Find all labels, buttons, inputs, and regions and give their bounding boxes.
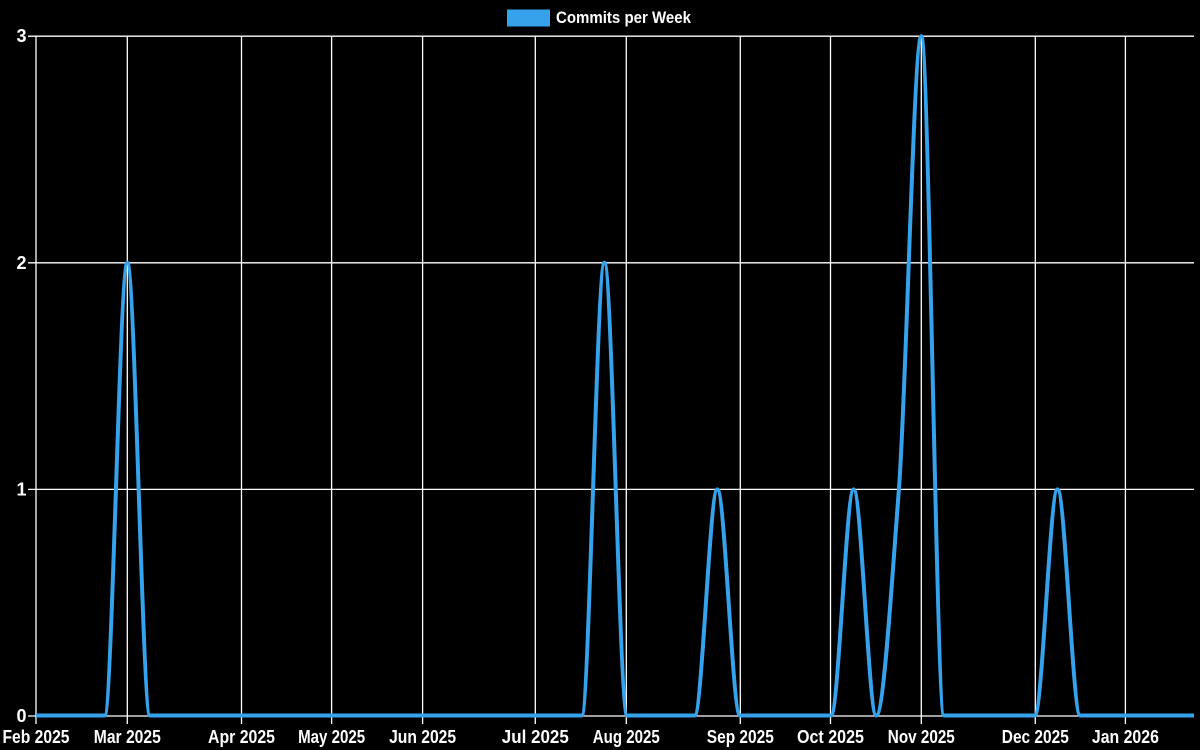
svg-text:Mar 2025: Mar 2025 — [94, 727, 161, 747]
svg-text:2: 2 — [16, 253, 26, 273]
svg-text:Feb 2025: Feb 2025 — [3, 727, 70, 747]
svg-text:Jul 2025: Jul 2025 — [502, 727, 569, 747]
svg-text:Apr 2025: Apr 2025 — [208, 727, 275, 747]
svg-text:1: 1 — [16, 479, 26, 499]
svg-text:Sep 2025: Sep 2025 — [707, 727, 774, 747]
svg-text:3: 3 — [16, 26, 26, 46]
svg-text:May 2025: May 2025 — [298, 727, 365, 747]
svg-text:Nov 2025: Nov 2025 — [888, 727, 955, 747]
svg-text:0: 0 — [16, 706, 26, 726]
svg-text:Jun 2025: Jun 2025 — [389, 727, 456, 747]
svg-text:Aug 2025: Aug 2025 — [593, 727, 660, 747]
svg-text:Oct 2025: Oct 2025 — [797, 727, 864, 747]
svg-text:Commits per Week: Commits per Week — [556, 8, 691, 27]
svg-text:Dec 2025: Dec 2025 — [1002, 727, 1069, 747]
svg-text:Jan 2026: Jan 2026 — [1092, 727, 1159, 747]
